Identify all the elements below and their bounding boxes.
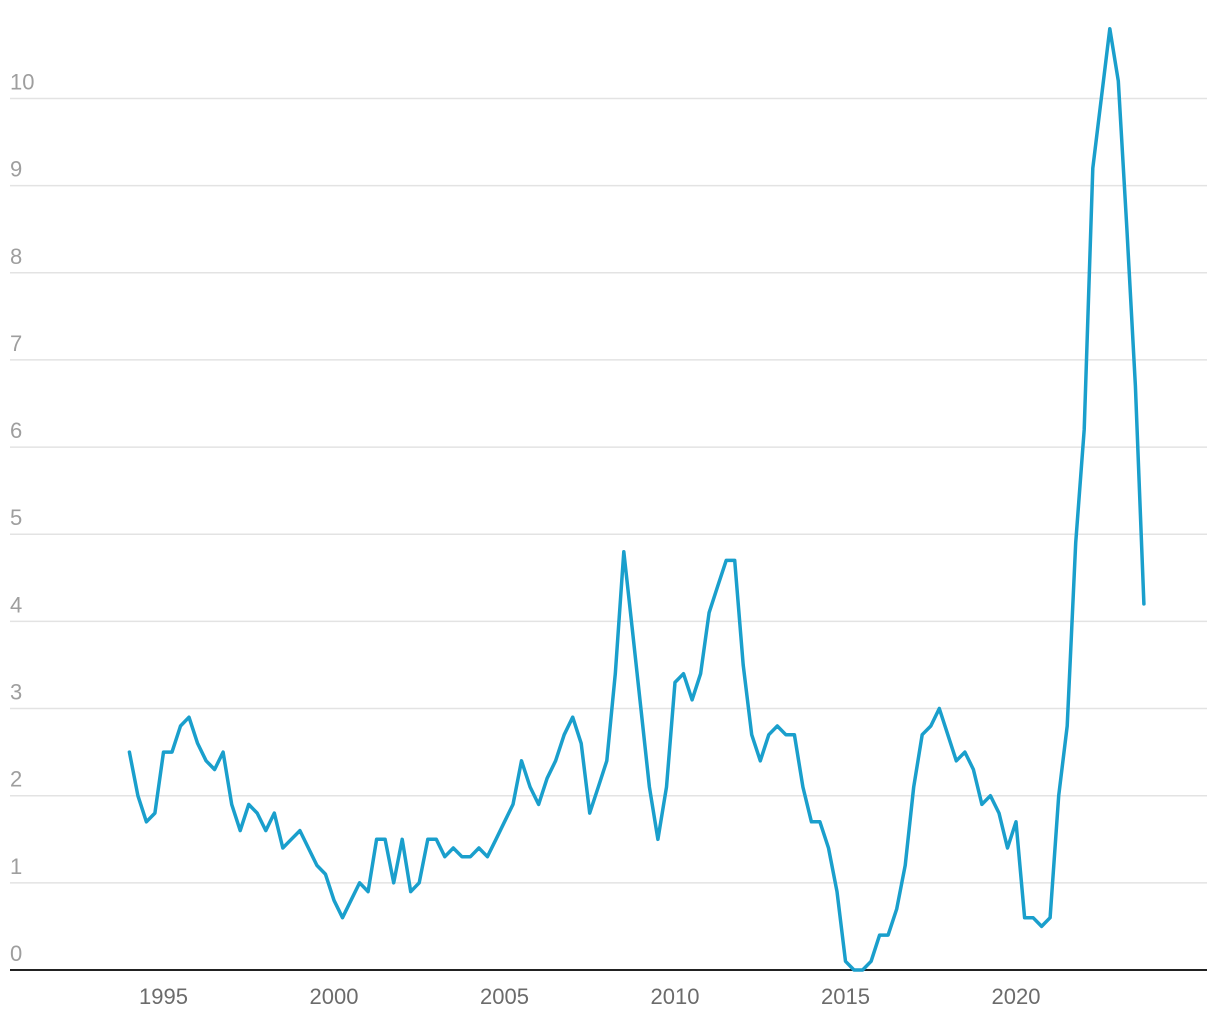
x-tick-label: 1995 [139,984,188,1009]
x-tick-label: 2005 [480,984,529,1009]
y-tick-label: 7 [10,331,22,356]
x-tick-label: 2015 [821,984,870,1009]
x-tick-label: 2020 [992,984,1041,1009]
x-tick-label: 2010 [651,984,700,1009]
y-tick-label: 6 [10,418,22,443]
y-tick-label: 3 [10,680,22,705]
y-tick-label: 4 [10,592,22,617]
x-tick-label: 2000 [309,984,358,1009]
x-axis-tick-labels: 1995 2000 2005 2010 2015 2020 [139,984,1041,1009]
series-line-0 [127,26,1146,972]
y-tick-label: 2 [10,767,22,792]
gridlines [10,97,1207,884]
y-tick-label: 9 [10,157,22,182]
y-tick-label: 1 [10,854,22,879]
y-tick-label: 0 [10,941,22,966]
y-tick-label: 8 [10,244,22,269]
y-tick-label: 5 [10,505,22,530]
y-axis-tick-labels: 0 1 2 3 4 5 6 7 8 9 10 [10,69,34,966]
series-group [127,26,1146,972]
y-tick-label: 10 [10,69,34,94]
